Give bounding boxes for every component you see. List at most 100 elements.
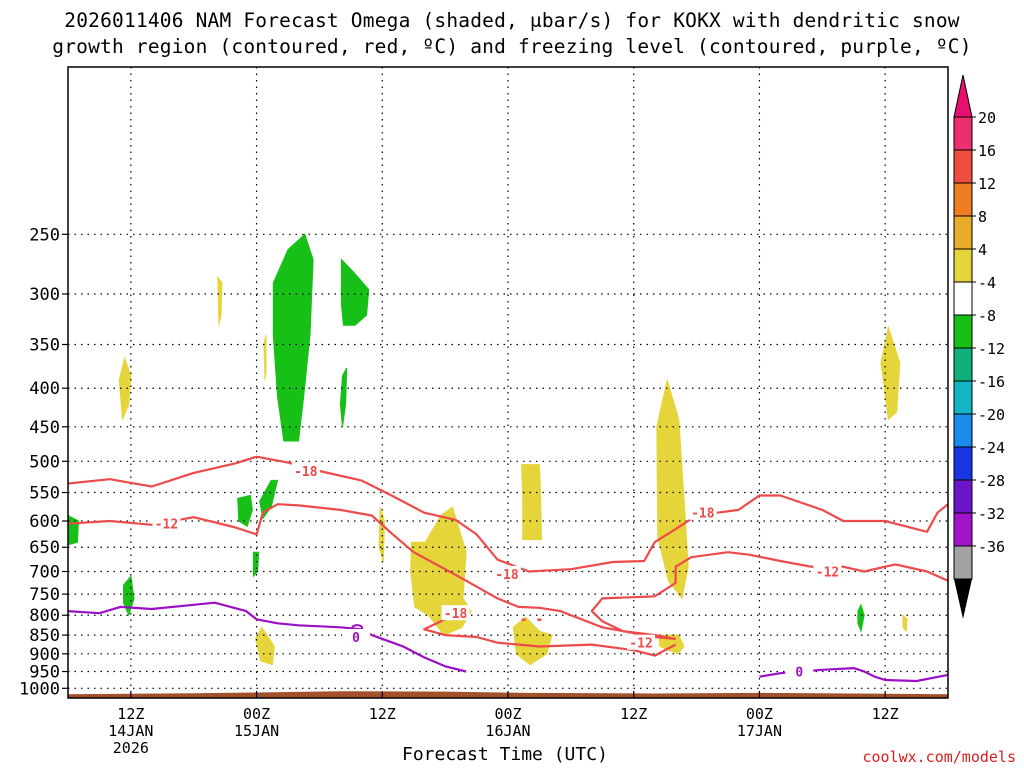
x-axis-label: Forecast Time (UTC) bbox=[402, 744, 608, 765]
omega-region-downward-16 bbox=[658, 634, 685, 655]
y-tick-label-1000: 1000 bbox=[19, 679, 60, 699]
omega-region-downward-15 bbox=[656, 379, 689, 600]
dgz-contour-label-3-bg bbox=[152, 515, 181, 531]
omega-region-upward-2 bbox=[339, 367, 348, 427]
omega-region-downward-14 bbox=[512, 616, 553, 666]
colorbar-swatch-8 bbox=[953, 380, 973, 415]
y-tick-label-900: 900 bbox=[29, 645, 60, 665]
omega-region-downward-10 bbox=[217, 275, 223, 326]
y-tick-label-400: 400 bbox=[29, 379, 60, 399]
dgz-contour-label-5: -12 bbox=[816, 566, 839, 581]
x-tick-label-6-0: 12Z bbox=[117, 705, 144, 723]
colorbar-label-10: -24 bbox=[978, 439, 1005, 457]
freezing-level-label-0: 0 bbox=[352, 631, 360, 646]
y-tick-label-450: 450 bbox=[29, 418, 60, 438]
colorbar-swatch-7 bbox=[953, 347, 973, 382]
colorbar-label-9: -20 bbox=[978, 406, 1005, 424]
y-tick-label-850: 850 bbox=[29, 626, 60, 646]
y-tick-label-250: 250 bbox=[29, 225, 60, 245]
dgz-contour-3 bbox=[68, 503, 676, 640]
dgz-contour-0 bbox=[68, 455, 948, 573]
omega-region-downward-11 bbox=[254, 626, 275, 666]
y-tick-label-300: 300 bbox=[29, 285, 60, 305]
dgz-contour-label-2-bg bbox=[688, 504, 717, 520]
colorbar-label-12: -32 bbox=[978, 505, 1005, 523]
dgz-contour-label-4-bg bbox=[627, 634, 656, 650]
dgz-contour-label-4: -12 bbox=[629, 637, 652, 652]
dgz-contour-label-3: -12 bbox=[155, 518, 178, 533]
omega-region-downward-20 bbox=[902, 613, 908, 633]
colorbar-swatch-3 bbox=[953, 215, 973, 250]
y-tick-label-950: 950 bbox=[29, 663, 60, 683]
freezing-level-label-0-group: 0 bbox=[342, 629, 371, 646]
colorbar-label-8: -16 bbox=[978, 373, 1005, 391]
freezing-level-label-1-bg bbox=[785, 663, 814, 679]
dgz-contour-label-0-bg bbox=[291, 462, 320, 478]
colorbar-swatch-2 bbox=[953, 182, 973, 217]
colorbar-label-6: -8 bbox=[978, 307, 996, 325]
omega-region-downward-9 bbox=[118, 356, 132, 420]
dgz-contour-label-1: -18 bbox=[495, 568, 519, 583]
dgz-contour-4 bbox=[590, 551, 948, 640]
dgz-contour-dot-0 bbox=[521, 618, 526, 621]
omega-region-downward-18 bbox=[378, 506, 385, 563]
colorbar-swatch-11 bbox=[953, 479, 973, 514]
omega-region-upward-6 bbox=[123, 575, 135, 617]
colorbar-label-3: 8 bbox=[978, 208, 987, 226]
colorbar-swatch-4 bbox=[953, 248, 973, 283]
y-tick-label-700: 700 bbox=[29, 563, 60, 583]
x-tick-label-54-0: 12Z bbox=[620, 705, 647, 723]
y-tick-label-750: 750 bbox=[29, 585, 60, 605]
plot-area: -18 -18 -18 -12 -12 -12 -18 0 0 bbox=[68, 67, 948, 698]
dgz-contour-label-5-group: -12 bbox=[813, 563, 842, 581]
x-tick-label-42-1: 16JAN bbox=[485, 722, 530, 740]
dgz-contour-label-4-group: -12 bbox=[627, 634, 656, 652]
x-tick-label-30-0: 12Z bbox=[369, 705, 396, 723]
x-tick-label-78-0: 12Z bbox=[872, 705, 899, 723]
colorbar-swatch-6 bbox=[953, 314, 973, 349]
colorbar-label-7: -12 bbox=[978, 340, 1005, 358]
freezing-level-contour-0 bbox=[68, 601, 467, 673]
colorbar-swatch-5 bbox=[953, 281, 973, 316]
dgz-contour-label-6: -18 bbox=[444, 607, 468, 622]
y-tick-label-350: 350 bbox=[29, 335, 60, 355]
colorbar-label-11: -28 bbox=[978, 472, 1005, 490]
y-tick-label-500: 500 bbox=[29, 452, 60, 472]
title-line-2: growth region (contoured, red, ºC) and f… bbox=[52, 35, 972, 58]
colorbar-label-1: 16 bbox=[978, 142, 996, 160]
colorbar-swatch-9 bbox=[953, 413, 973, 448]
dgz-contour-label-2-group: -18 bbox=[688, 504, 717, 522]
omega-region-downward-13 bbox=[521, 464, 543, 541]
dgz-contour-label-3-group: -12 bbox=[152, 515, 181, 533]
dgz-contour-6 bbox=[423, 610, 677, 657]
colorbar-swatch-13 bbox=[953, 545, 973, 580]
y-tick-label-550: 550 bbox=[29, 484, 60, 504]
x-tick-label-18-0: 00Z bbox=[243, 705, 270, 723]
dgz-contour-label-0: -18 bbox=[294, 465, 318, 480]
colorbar-label-5: -4 bbox=[978, 274, 996, 292]
dgz-contour-label-0-group: -18 bbox=[291, 462, 320, 480]
x-tick-label-6-2: 2026 bbox=[113, 739, 149, 757]
x-tick-label-18-1: 15JAN bbox=[234, 722, 279, 740]
dgz-contour-label-6-group: -18 bbox=[441, 605, 470, 622]
omega-region-upward-3 bbox=[237, 494, 253, 528]
dgz-contour-label-5-bg bbox=[813, 563, 842, 579]
omega-region-upward-8 bbox=[857, 603, 865, 633]
colorbar-swatch-1 bbox=[953, 149, 973, 184]
dgz-contour-label-2: -18 bbox=[691, 507, 715, 522]
dgz-contour-dot-1 bbox=[537, 618, 542, 621]
dgz-contour-label-6-bg bbox=[441, 605, 470, 621]
dgz-contour-label-1-group: -18 bbox=[492, 565, 521, 583]
colorbar-swatch-10 bbox=[953, 446, 973, 481]
title-line-1: 2026011406 NAM Forecast Omega (shaded, μ… bbox=[64, 9, 960, 32]
dgz-contour-label-1-bg bbox=[492, 565, 521, 581]
colorbar-label-2: 12 bbox=[978, 175, 996, 193]
freezing-level-label-1-group: 0 bbox=[785, 663, 814, 681]
y-tick-label-650: 650 bbox=[29, 538, 60, 558]
colorbar-label-0: 20 bbox=[978, 109, 996, 127]
omega-region-downward-19 bbox=[263, 334, 267, 380]
colorbar-label-13: -36 bbox=[978, 538, 1005, 556]
x-tick-label-66-1: 17JAN bbox=[737, 722, 782, 740]
credit-text: coolwx.com/models bbox=[862, 748, 1016, 766]
